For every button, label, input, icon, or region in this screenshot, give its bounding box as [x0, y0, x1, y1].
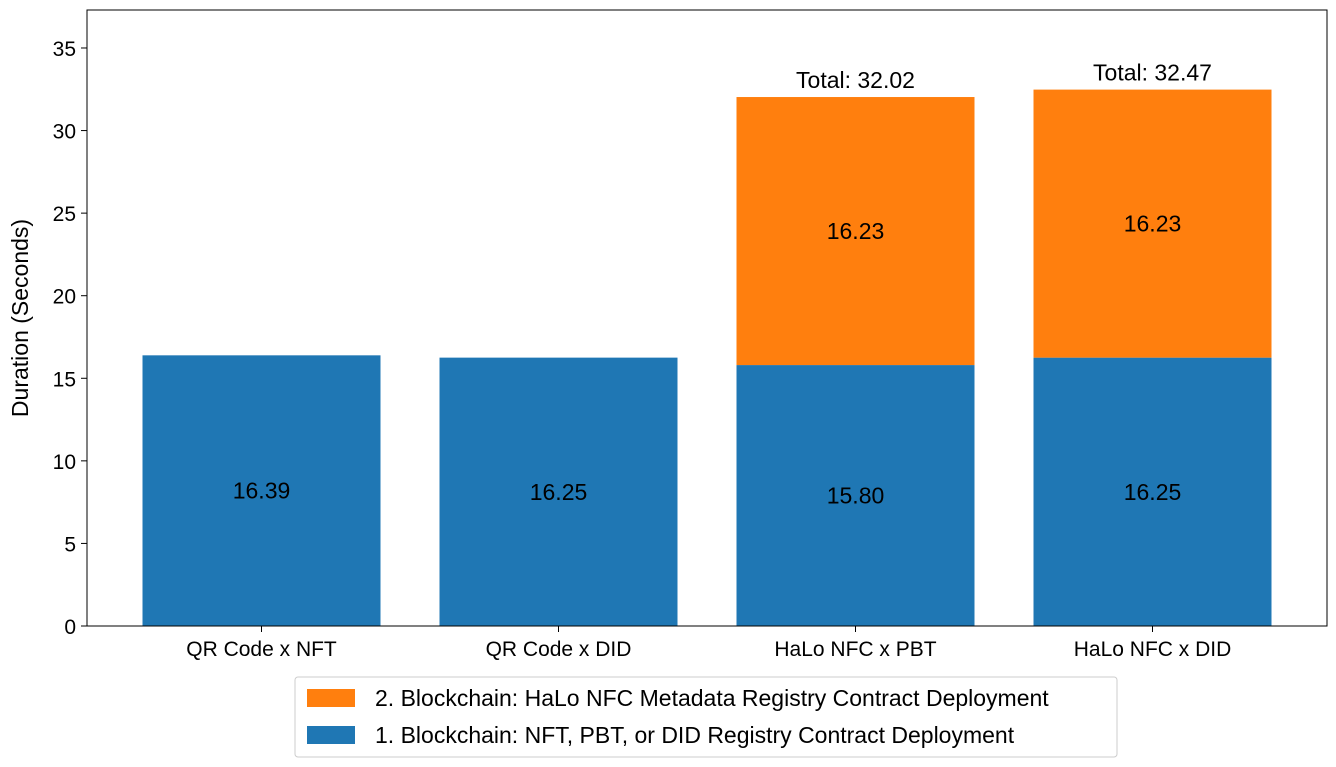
y-tick-label: 0 — [64, 616, 76, 639]
bar-value-label: 16.23 — [827, 218, 885, 244]
bar-value-label: 16.23 — [1124, 211, 1182, 237]
bar-value-label: 16.39 — [233, 478, 291, 504]
x-tick-label: QR Code x NFT — [186, 638, 337, 661]
y-tick-label: 35 — [53, 38, 76, 61]
y-tick-label: 20 — [53, 286, 76, 309]
legend-swatch — [307, 726, 355, 744]
total-label: Total: 32.47 — [1093, 60, 1212, 86]
bar-segment — [142, 355, 381, 626]
legend-label: 1. Blockchain: NFT, PBT, or DID Registry… — [375, 722, 1015, 748]
totals-group: Total: 32.02 Total: 32.47 — [796, 60, 1212, 93]
bar-labels-group: 16.39 16.25 15.80 16.23 16.25 16.23 — [233, 211, 1182, 509]
x-tick-label: QR Code x DID — [486, 638, 632, 661]
y-axis-title: Duration (Seconds) — [7, 219, 33, 417]
plot-frame — [86, 9, 1328, 627]
y-tick-label: 30 — [53, 121, 76, 144]
y-tick-label: 10 — [53, 451, 76, 474]
x-tick-label: HaLo NFC x DID — [1074, 638, 1232, 661]
bar-segment — [439, 357, 678, 626]
bar-value-label: 15.80 — [827, 483, 885, 509]
legend-swatch — [307, 689, 355, 707]
y-tick-label: 25 — [53, 203, 76, 226]
bar-value-label: 16.25 — [1124, 479, 1182, 505]
y-tick-label: 15 — [53, 368, 76, 391]
legend-label: 2. Blockchain: HaLo NFC Metadata Registr… — [375, 685, 1049, 711]
x-axis: QR Code x NFT QR Code x DID HaLo NFC x PBT… — [186, 626, 1231, 661]
legend: 2. Blockchain: HaLo NFC Metadata Registr… — [294, 676, 1118, 758]
bar-segment — [736, 97, 975, 366]
bar-segment — [736, 365, 975, 626]
y-axis: 0 5 10 15 20 25 30 35 — [53, 38, 87, 639]
bar-value-label: 16.25 — [530, 479, 588, 505]
bars-group — [142, 89, 1272, 626]
legend-frame — [294, 676, 1118, 758]
total-label: Total: 32.02 — [796, 67, 915, 93]
bar-segment — [1033, 357, 1272, 626]
bar-segment — [1033, 89, 1272, 358]
y-tick-label: 5 — [64, 533, 76, 556]
x-tick-label: HaLo NFC x PBT — [774, 638, 936, 661]
